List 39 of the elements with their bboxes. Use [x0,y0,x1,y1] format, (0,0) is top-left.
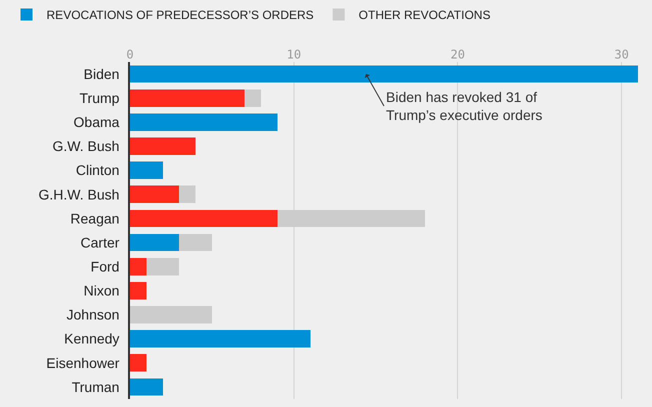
bar [130,378,163,396]
y-tick-label: G.W. Bush [52,138,120,154]
bar [130,162,163,179]
bar [130,306,212,324]
y-tick-label: Nixon [84,282,120,299]
y-tick-label: Truman [72,378,120,395]
y-tick-label: Kennedy [64,330,120,347]
bar [130,186,180,204]
y-tick-label: Biden [84,66,120,82]
x-tick-label: 0 [126,48,134,62]
x-tick-label: 30 [614,48,629,62]
y-tick-label: Trump [80,90,120,106]
bar [130,210,278,228]
x-tick-label: 20 [450,48,465,62]
annotation: Biden has revoked 31 of Trump’s executive orders [386,89,542,124]
bar [130,330,310,348]
bar [130,138,196,155]
bar [179,234,212,252]
y-tick-label: Eisenhower [46,354,120,371]
bar [130,282,146,300]
bar [130,258,146,276]
y-tick-label: G.H.W. Bush [38,186,120,202]
bar [130,65,638,83]
bar [130,89,245,107]
bar [244,89,262,107]
x-tick-label: 10 [286,48,302,62]
bar [130,114,278,131]
y-tick-label: Carter [80,234,120,250]
y-tick-label: Johnson [66,306,120,323]
legend-label: OTHER REVOCATIONS [358,8,490,22]
y-tick-label: Reagan [70,210,120,226]
y-tick-label: Ford [90,258,120,275]
bar [146,258,180,276]
y-tick-label: Clinton [76,162,120,178]
bar [130,234,180,252]
legend-label: REVOCATIONS OF PREDECESSOR’S ORDERS [46,8,314,22]
bar [179,186,196,204]
bar [130,354,146,372]
y-tick-label: Obama [74,114,120,130]
